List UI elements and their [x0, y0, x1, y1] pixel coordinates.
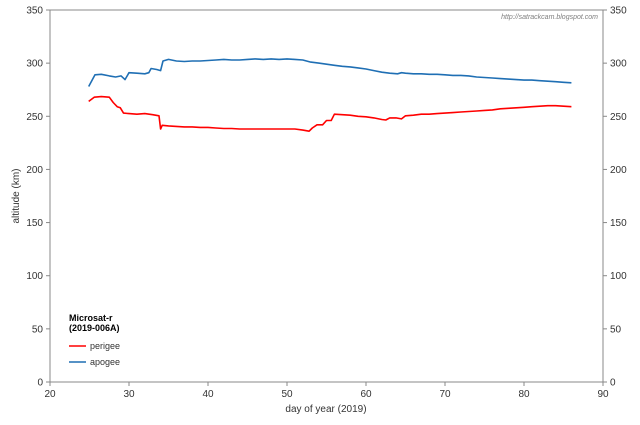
series-line-perigee	[88, 95, 572, 132]
x-tick-label: 40	[202, 389, 214, 400]
x-tick-label: 20	[44, 389, 56, 400]
legend-label-perigee: perigee	[90, 341, 120, 351]
x-axis-title: day of year (2019)	[285, 404, 366, 415]
y-tick-label-right: 0	[610, 378, 616, 389]
legend-label-apogee: apogee	[90, 357, 120, 367]
y-tick-label-left: 50	[32, 324, 44, 335]
plot-area	[49, 9, 604, 383]
y-tick-label-right: 200	[610, 165, 627, 176]
y-tick-label-right: 300	[610, 59, 627, 70]
x-tick-label: 90	[597, 389, 609, 400]
y-tick-label-right: 100	[610, 271, 627, 282]
y-tick-label-right: 250	[610, 112, 627, 123]
y-axis-left: 0 50 100 150 200 250 300 350	[26, 6, 50, 389]
y-tick-label-left: 350	[26, 6, 43, 17]
y-tick-label-right: 350	[610, 6, 627, 17]
x-axis: 20 30 40 50 60 70 80 90	[44, 382, 609, 400]
series-lines	[87, 58, 572, 132]
x-tick-label: 50	[281, 389, 293, 400]
y-tick-label-left: 150	[26, 218, 43, 229]
y-tick-label-left: 250	[26, 112, 43, 123]
y-axis-right: 0 50 100 150 200 250 300 350	[603, 6, 627, 389]
y-tick-label-right: 50	[610, 324, 622, 335]
x-tick-label: 60	[360, 389, 372, 400]
y-tick-label-right: 150	[610, 218, 627, 229]
y-tick-label-left: 200	[26, 165, 43, 176]
y-tick-label-left: 0	[37, 378, 43, 389]
x-tick-label: 30	[123, 389, 135, 400]
series-line-apogee	[87, 58, 572, 87]
legend-title-line2: (2019-006A)	[69, 323, 120, 333]
legend: Microsat-r (2019-006A) perigee apogee	[69, 313, 120, 367]
y-tick-label-left: 100	[26, 271, 43, 282]
y-tick-label-left: 300	[26, 59, 43, 70]
legend-title-line1: Microsat-r	[69, 313, 113, 323]
y-axis-title: altitude (km)	[11, 168, 22, 223]
x-tick-label: 80	[518, 389, 530, 400]
watermark: http://satrackcam.blogspot.com	[501, 14, 598, 21]
x-tick-label: 70	[439, 389, 451, 400]
